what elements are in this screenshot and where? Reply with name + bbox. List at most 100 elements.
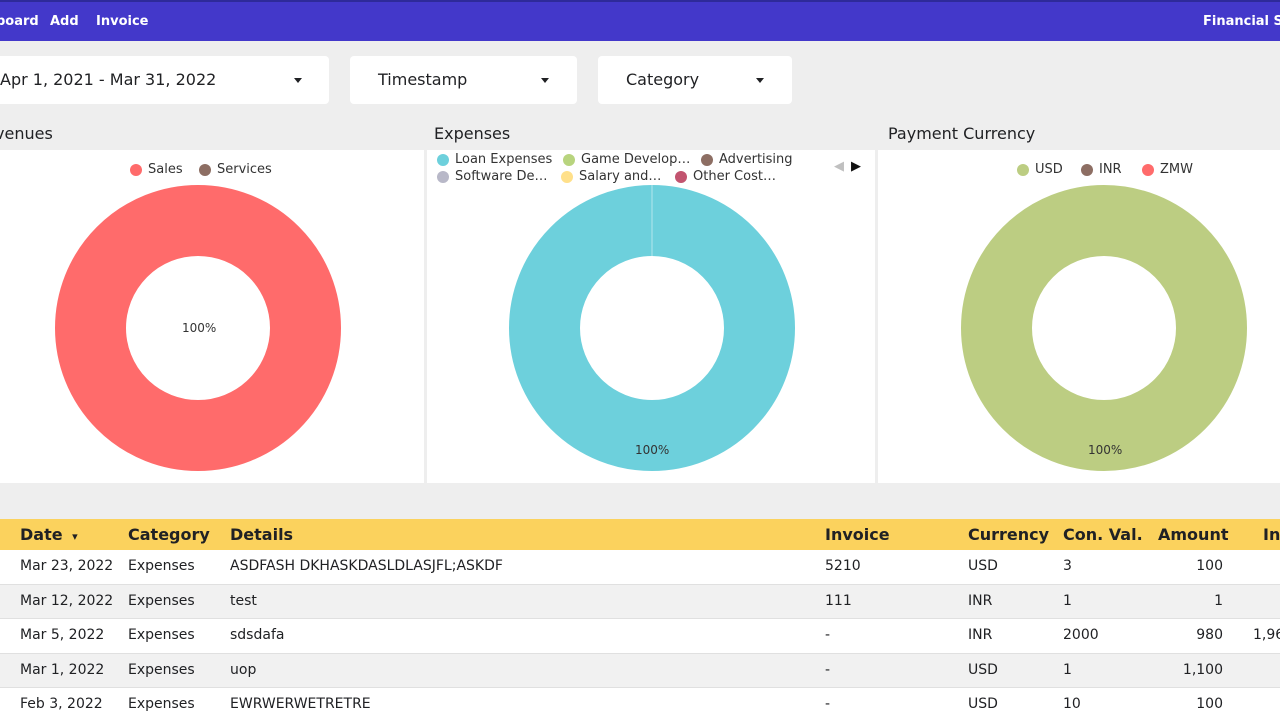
legend-dot-icon (437, 153, 449, 166)
column-header-extra[interactable]: In (1263, 525, 1280, 544)
column-header-currency[interactable]: Currency (968, 525, 1050, 544)
nav-add-link[interactable]: Add (50, 14, 79, 29)
legend-dot-icon (675, 170, 687, 183)
cell-category: Expenses (128, 661, 195, 678)
legend-next-page-icon[interactable]: ▶ (851, 159, 861, 174)
cell-extra: 1,96 (1253, 627, 1280, 643)
currency-slice-label: 100% (1088, 443, 1123, 457)
cell-invoice: 111 (825, 592, 852, 609)
currency-chart-panel: USD INR ZMW 100% (878, 150, 1280, 483)
column-header-amount[interactable]: Amount (1158, 525, 1229, 544)
cell-date: Feb 3, 2022 (20, 696, 103, 712)
legend-label: Software De… (455, 169, 548, 184)
column-header-category[interactable]: Category (128, 525, 210, 544)
donut-slice-sales[interactable] (55, 185, 341, 471)
cell-amount: 1,100 (1182, 661, 1223, 678)
expenses-chart-panel: Loan Expenses Game Develop… Advertising … (427, 150, 875, 483)
cell-con-val: 2000 (1063, 627, 1099, 643)
legend-item-salary[interactable]: Salary and… (561, 169, 661, 184)
legend-item-services[interactable]: Services (199, 162, 272, 177)
cell-invoice: - (825, 661, 831, 678)
cell-category: Expenses (128, 627, 195, 643)
nav-dashboard-link[interactable]: board (0, 14, 39, 29)
timestamp-filter-label: Timestamp (378, 70, 468, 89)
table-row[interactable]: Mar 23, 2022 Expenses ASDFASH DKHASKDASL… (0, 550, 1280, 585)
cell-category: Expenses (128, 696, 195, 712)
top-nav-bar: board Add Invoice Financial Sta (0, 0, 1280, 41)
table-row[interactable]: Mar 5, 2022 Expenses sdsdafa - INR 2000 … (0, 619, 1280, 654)
legend-item-inr[interactable]: INR (1081, 162, 1122, 177)
legend-item-game-development[interactable]: Game Develop… (563, 152, 690, 167)
legend-item-usd[interactable]: USD (1017, 162, 1063, 177)
cell-details: EWRWERWETRETRE (230, 696, 371, 712)
cell-currency: USD (968, 558, 998, 574)
legend-label: Game Develop… (581, 152, 691, 167)
cell-amount: 1 (1214, 592, 1223, 609)
cell-category: Expenses (128, 592, 195, 609)
chevron-down-icon (756, 78, 764, 83)
legend-label: USD (1035, 162, 1063, 177)
table-row[interactable]: Mar 12, 2022 Expenses test 111 INR 1 1 (0, 584, 1280, 619)
cell-currency: INR (968, 627, 993, 643)
legend-dot-icon (130, 163, 142, 176)
legend-item-other-costs[interactable]: Other Cost… (675, 169, 776, 184)
legend-dot-icon (1081, 163, 1093, 176)
column-header-date[interactable]: Date ▾ (20, 525, 78, 544)
cell-date: Mar 5, 2022 (20, 627, 105, 643)
cell-details: test (230, 592, 257, 609)
legend-label: Salary and… (579, 169, 662, 184)
table-row[interactable]: Mar 1, 2022 Expenses uop - USD 1 1,100 (0, 653, 1280, 688)
legend-item-zmw[interactable]: ZMW (1142, 162, 1193, 177)
legend-label: Services (217, 162, 272, 177)
cell-details: ASDFASH DKHASKDASLDLASJFL;ASKDF (230, 558, 503, 574)
cell-currency: USD (968, 696, 998, 712)
expenses-donut-chart (509, 185, 795, 471)
cell-amount: 100 (1196, 558, 1223, 574)
cell-con-val: 10 (1063, 696, 1081, 712)
table-header: Date ▾ Category Details Invoice Currency… (0, 519, 1280, 550)
cell-currency: INR (968, 592, 993, 609)
currency-chart-title: Payment Currency (888, 124, 1036, 143)
timestamp-filter[interactable]: Timestamp (350, 56, 577, 104)
currency-donut-chart (961, 185, 1247, 471)
legend-item-loan-expenses[interactable]: Loan Expenses (437, 152, 552, 167)
legend-label: Advertising (719, 152, 793, 167)
legend-label: Other Cost… (693, 169, 776, 184)
sort-descending-icon: ▾ (72, 530, 78, 543)
date-range-value: Apr 1, 2021 - Mar 31, 2022 (0, 70, 217, 89)
cell-date: Mar 23, 2022 (20, 558, 114, 574)
legend-dot-icon (563, 153, 575, 166)
chevron-down-icon (541, 78, 549, 83)
column-header-date-label: Date (20, 525, 63, 544)
legend-item-software-development[interactable]: Software De… (437, 169, 547, 184)
date-range-filter[interactable]: Apr 1, 2021 - Mar 31, 2022 (0, 56, 329, 104)
cell-date: Mar 12, 2022 (20, 592, 114, 609)
cell-details: uop (230, 661, 257, 678)
legend-dot-icon (199, 163, 211, 176)
legend-label: ZMW (1160, 162, 1193, 177)
cell-con-val: 3 (1063, 558, 1072, 574)
cell-invoice: - (825, 627, 831, 643)
legend-item-advertising[interactable]: Advertising (701, 152, 793, 167)
column-header-details[interactable]: Details (230, 525, 294, 544)
legend-dot-icon (701, 153, 713, 166)
table-row[interactable]: Feb 3, 2022 Expenses EWRWERWETRETRE - US… (0, 688, 1280, 720)
revenues-center-label: 100% (182, 321, 217, 335)
category-filter-label: Category (626, 70, 700, 89)
revenues-chart-title: venues (0, 124, 53, 143)
column-header-invoice[interactable]: Invoice (825, 525, 890, 544)
legend-dot-icon (1017, 163, 1029, 176)
legend-label: Loan Expenses (455, 152, 553, 167)
legend-dot-icon (1142, 163, 1154, 176)
nav-invoice-link[interactable]: Invoice (96, 14, 149, 29)
cell-category: Expenses (128, 558, 195, 574)
legend-prev-page-icon[interactable]: ◀ (834, 159, 844, 174)
column-header-con-val[interactable]: Con. Val. (1063, 525, 1143, 544)
legend-dot-icon (437, 170, 449, 183)
category-filter[interactable]: Category (598, 56, 792, 104)
cell-currency: USD (968, 661, 998, 678)
legend-item-sales[interactable]: Sales (130, 162, 183, 177)
cell-amount: 980 (1196, 627, 1223, 643)
chevron-down-icon (294, 78, 302, 83)
donut-slice-usd[interactable] (961, 185, 1247, 471)
